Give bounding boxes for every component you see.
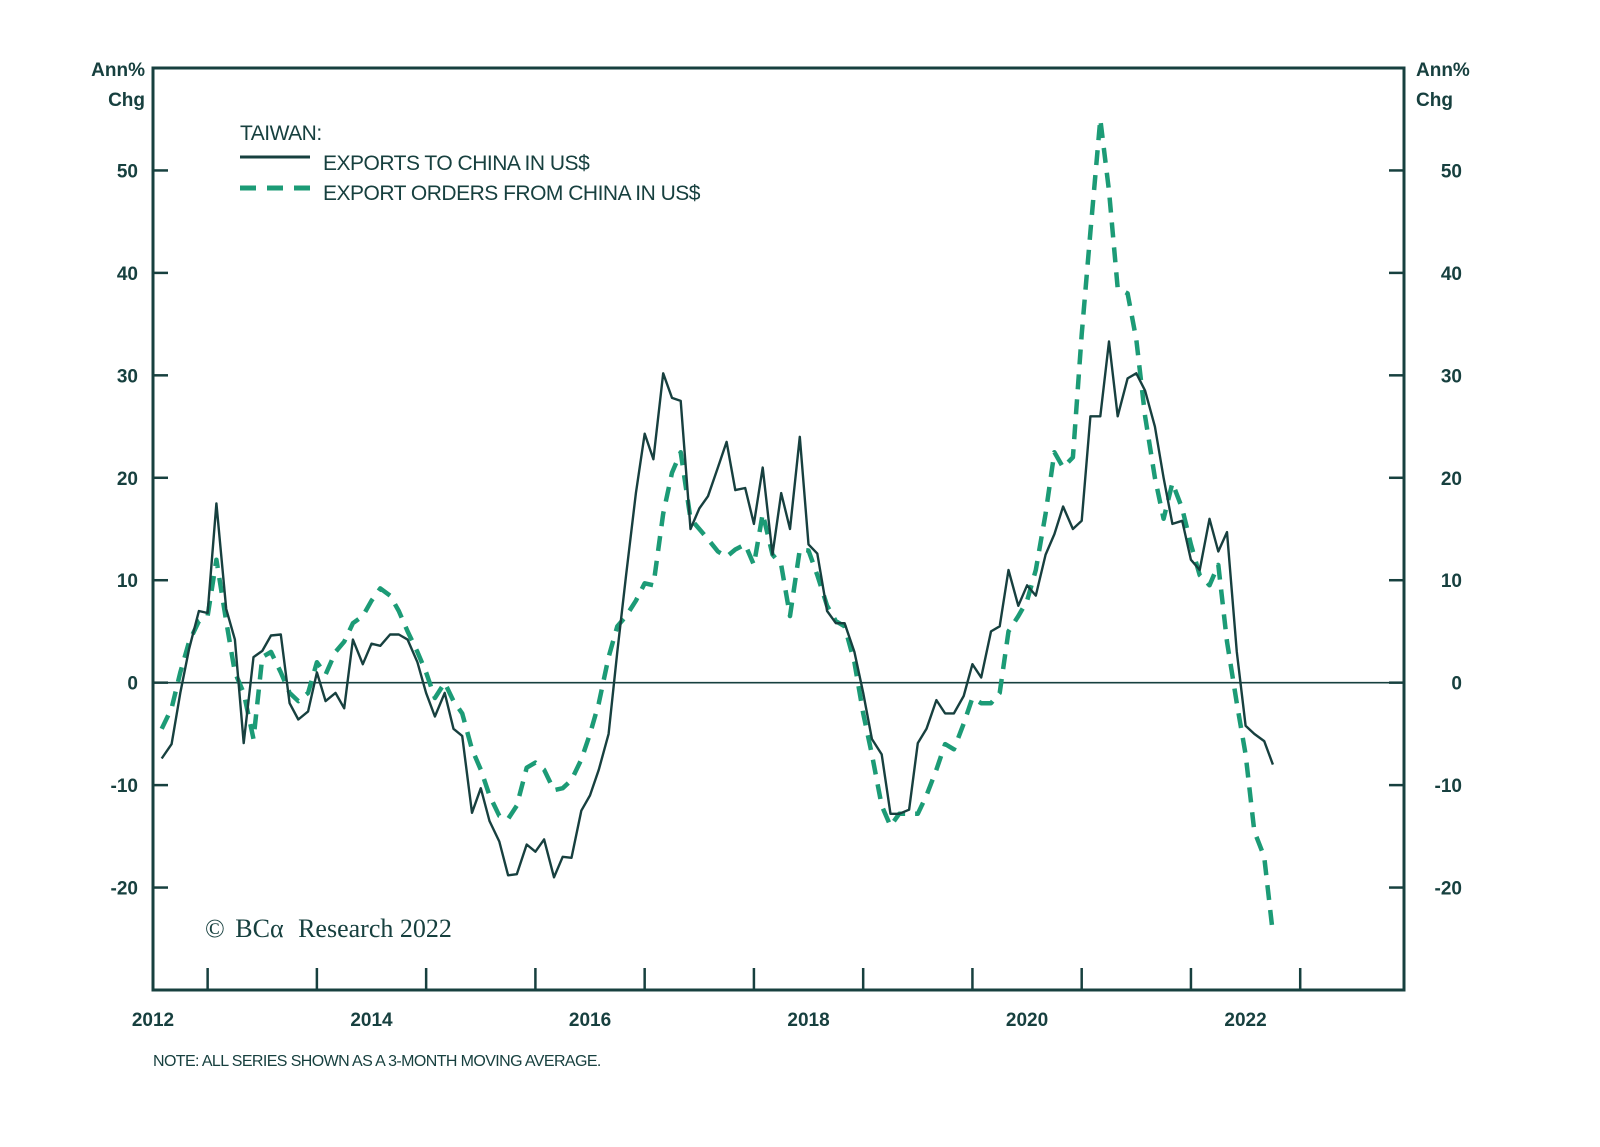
left-axis-label-line1: Ann% <box>91 60 145 81</box>
series-exports-line <box>160 340 1275 879</box>
series-group <box>159 116 1276 934</box>
y-tick-label-left: -10 <box>111 776 138 797</box>
y-tick-label-right: 40 <box>1441 264 1462 285</box>
copyright-label: Research 2022 <box>298 914 452 943</box>
y-tick-label-left: 0 <box>127 674 138 695</box>
right-axis-label-line1: Ann% <box>1416 60 1470 81</box>
y-tick-label-right: -10 <box>1435 776 1462 797</box>
plot-border <box>151 66 1406 992</box>
x-tick-label: 2016 <box>569 1010 611 1031</box>
right-axis-label-line2: Chg <box>1416 90 1453 111</box>
brand-logo: BCα <box>235 914 284 943</box>
x-tick-label: 2018 <box>787 1010 829 1031</box>
copyright-symbol: © <box>205 914 225 943</box>
y-axis-right-ticks: -20 -10 0 10 20 30 40 50 <box>1389 161 1462 900</box>
y-axis-left-ticks: -20 -10 0 10 20 30 40 50 <box>111 161 168 900</box>
x-tick-label: 2022 <box>1224 1010 1266 1031</box>
y-tick-label-right: 20 <box>1441 469 1462 490</box>
legend-label-orders: EXPORT ORDERS FROM CHINA IN US$ <box>323 182 701 205</box>
y-tick-label-right: 10 <box>1441 571 1462 592</box>
y-tick-label-left: 40 <box>117 264 138 285</box>
y-tick-label-right: 30 <box>1441 366 1462 387</box>
x-tick-label: 2020 <box>1006 1010 1048 1031</box>
y-tick-label-left: 20 <box>117 469 138 490</box>
series-export-orders-line <box>159 116 1276 934</box>
legend: TAIWAN: EXPORTS TO CHINA IN US$ EXPORT O… <box>240 122 701 205</box>
y-tick-label-left: 10 <box>117 571 138 592</box>
y-tick-label-left: 50 <box>117 161 138 182</box>
x-axis-ticks: 2012 2014 2016 2018 2020 2022 <box>132 968 1302 1031</box>
x-tick-label: 2012 <box>132 1010 174 1031</box>
copyright: © BCα Research 2022 <box>205 914 452 943</box>
legend-label-exports: EXPORTS TO CHINA IN US$ <box>323 152 590 175</box>
x-tick-label: 2014 <box>350 1010 393 1031</box>
y-tick-label-left: -20 <box>111 879 138 900</box>
footnote: NOTE: ALL SERIES SHOWN AS A 3-MONTH MOVI… <box>153 1053 601 1070</box>
y-tick-label-right: -20 <box>1435 879 1462 900</box>
copyright-text: © BCα Research 2022 <box>205 914 452 943</box>
y-tick-label-left: 30 <box>117 366 138 387</box>
left-axis-label-line2: Chg <box>108 90 145 111</box>
y-tick-label-right: 0 <box>1451 674 1462 695</box>
plot-frame <box>151 66 1406 992</box>
y-tick-label-right: 50 <box>1441 161 1462 182</box>
legend-title: TAIWAN: <box>240 122 322 145</box>
